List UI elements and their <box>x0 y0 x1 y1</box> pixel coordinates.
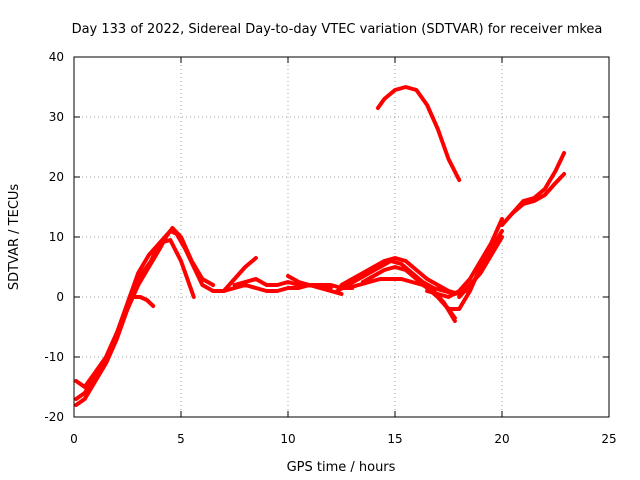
series-arc-5 <box>211 283 344 296</box>
series-arc-13 <box>375 85 462 182</box>
series-arc-14 <box>425 217 504 299</box>
grid-lines <box>74 57 609 417</box>
x-axis-label: GPS time / hours <box>287 460 396 475</box>
series-arc-10 <box>339 256 462 296</box>
y-axis-label: SDTVAR / TECUs <box>7 184 22 291</box>
axis-ticks <box>73 56 610 418</box>
x-tick-label: 20 <box>494 432 509 446</box>
y-tick-label: -20 <box>44 410 64 424</box>
series-arc-15 <box>435 229 504 311</box>
y-tick-label: 30 <box>49 110 64 124</box>
y-tick-label: 40 <box>49 50 64 64</box>
series-arc-4 <box>131 295 156 308</box>
series-arc-7 <box>232 277 355 290</box>
x-tick-label: 15 <box>387 432 402 446</box>
y-tick-label: 20 <box>49 170 64 184</box>
x-tick-label: 25 <box>601 432 616 446</box>
x-tick-label: 10 <box>280 432 295 446</box>
x-tick-labels: 0 5 10 15 20 25 <box>70 432 616 446</box>
y-tick-label: 10 <box>49 230 64 244</box>
x-tick-label: 5 <box>177 432 185 446</box>
series-arc-12 <box>360 265 457 320</box>
series-arc-18 <box>510 172 567 215</box>
chart-title: Day 133 of 2022, Sidereal Day-to-day VTE… <box>72 22 603 37</box>
x-tick-label: 0 <box>70 432 78 446</box>
y-tick-label: -10 <box>44 350 64 364</box>
data-series-group <box>74 85 567 407</box>
series-arc-6 <box>221 256 258 293</box>
series-arc-9 <box>335 259 468 296</box>
y-tick-labels: -20 -10 0 10 20 30 40 <box>44 50 64 424</box>
y-tick-label: 0 <box>56 290 64 304</box>
series-arc-3 <box>74 238 196 389</box>
series-arc-2 <box>74 226 216 407</box>
series-arc-16 <box>457 235 504 299</box>
series-arc-8 <box>286 274 333 290</box>
